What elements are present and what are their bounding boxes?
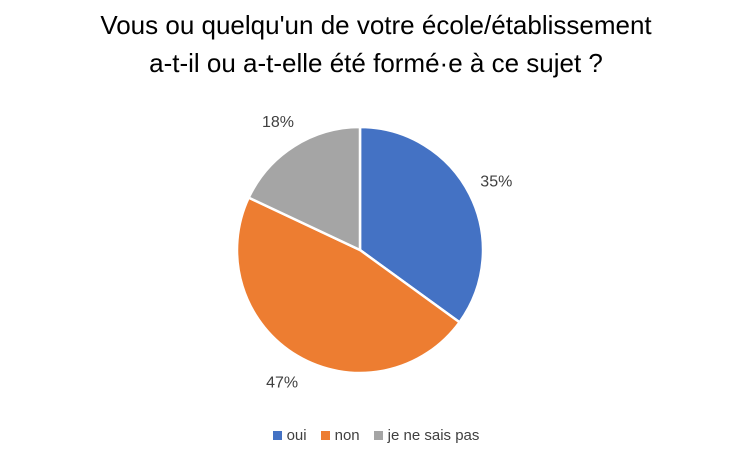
legend-swatch xyxy=(320,431,330,440)
data-label-non: 47% xyxy=(266,375,298,392)
legend-label: je ne sais pas xyxy=(387,427,480,444)
legend-swatch xyxy=(272,431,282,440)
pie-slice-oui xyxy=(358,125,485,324)
legend-label: oui xyxy=(286,427,307,444)
data-label-je-ne-sais-pas: 18% xyxy=(262,114,294,131)
legend-item-non: non xyxy=(320,427,360,444)
chart-title-line-1: Vous ou quelqu'un de votre école/établis… xyxy=(100,10,652,40)
chart-title: Vous ou quelqu'un de votre école/établis… xyxy=(0,6,752,82)
chart-legend: oui non je ne sais pas xyxy=(0,427,752,444)
legend-label: non xyxy=(334,427,360,444)
legend-item-oui: oui xyxy=(272,427,307,444)
data-label-oui: 35% xyxy=(480,174,512,191)
chart-title-line-2: a-t-il ou a-t-elle été formé·e à ce suje… xyxy=(149,48,603,78)
pie-slice-non xyxy=(235,196,461,375)
legend-item-je-ne-sais-pas: je ne sais pas xyxy=(373,427,480,444)
pie-slice-je-ne-sais-pas xyxy=(247,125,362,252)
legend-swatch xyxy=(373,431,383,440)
